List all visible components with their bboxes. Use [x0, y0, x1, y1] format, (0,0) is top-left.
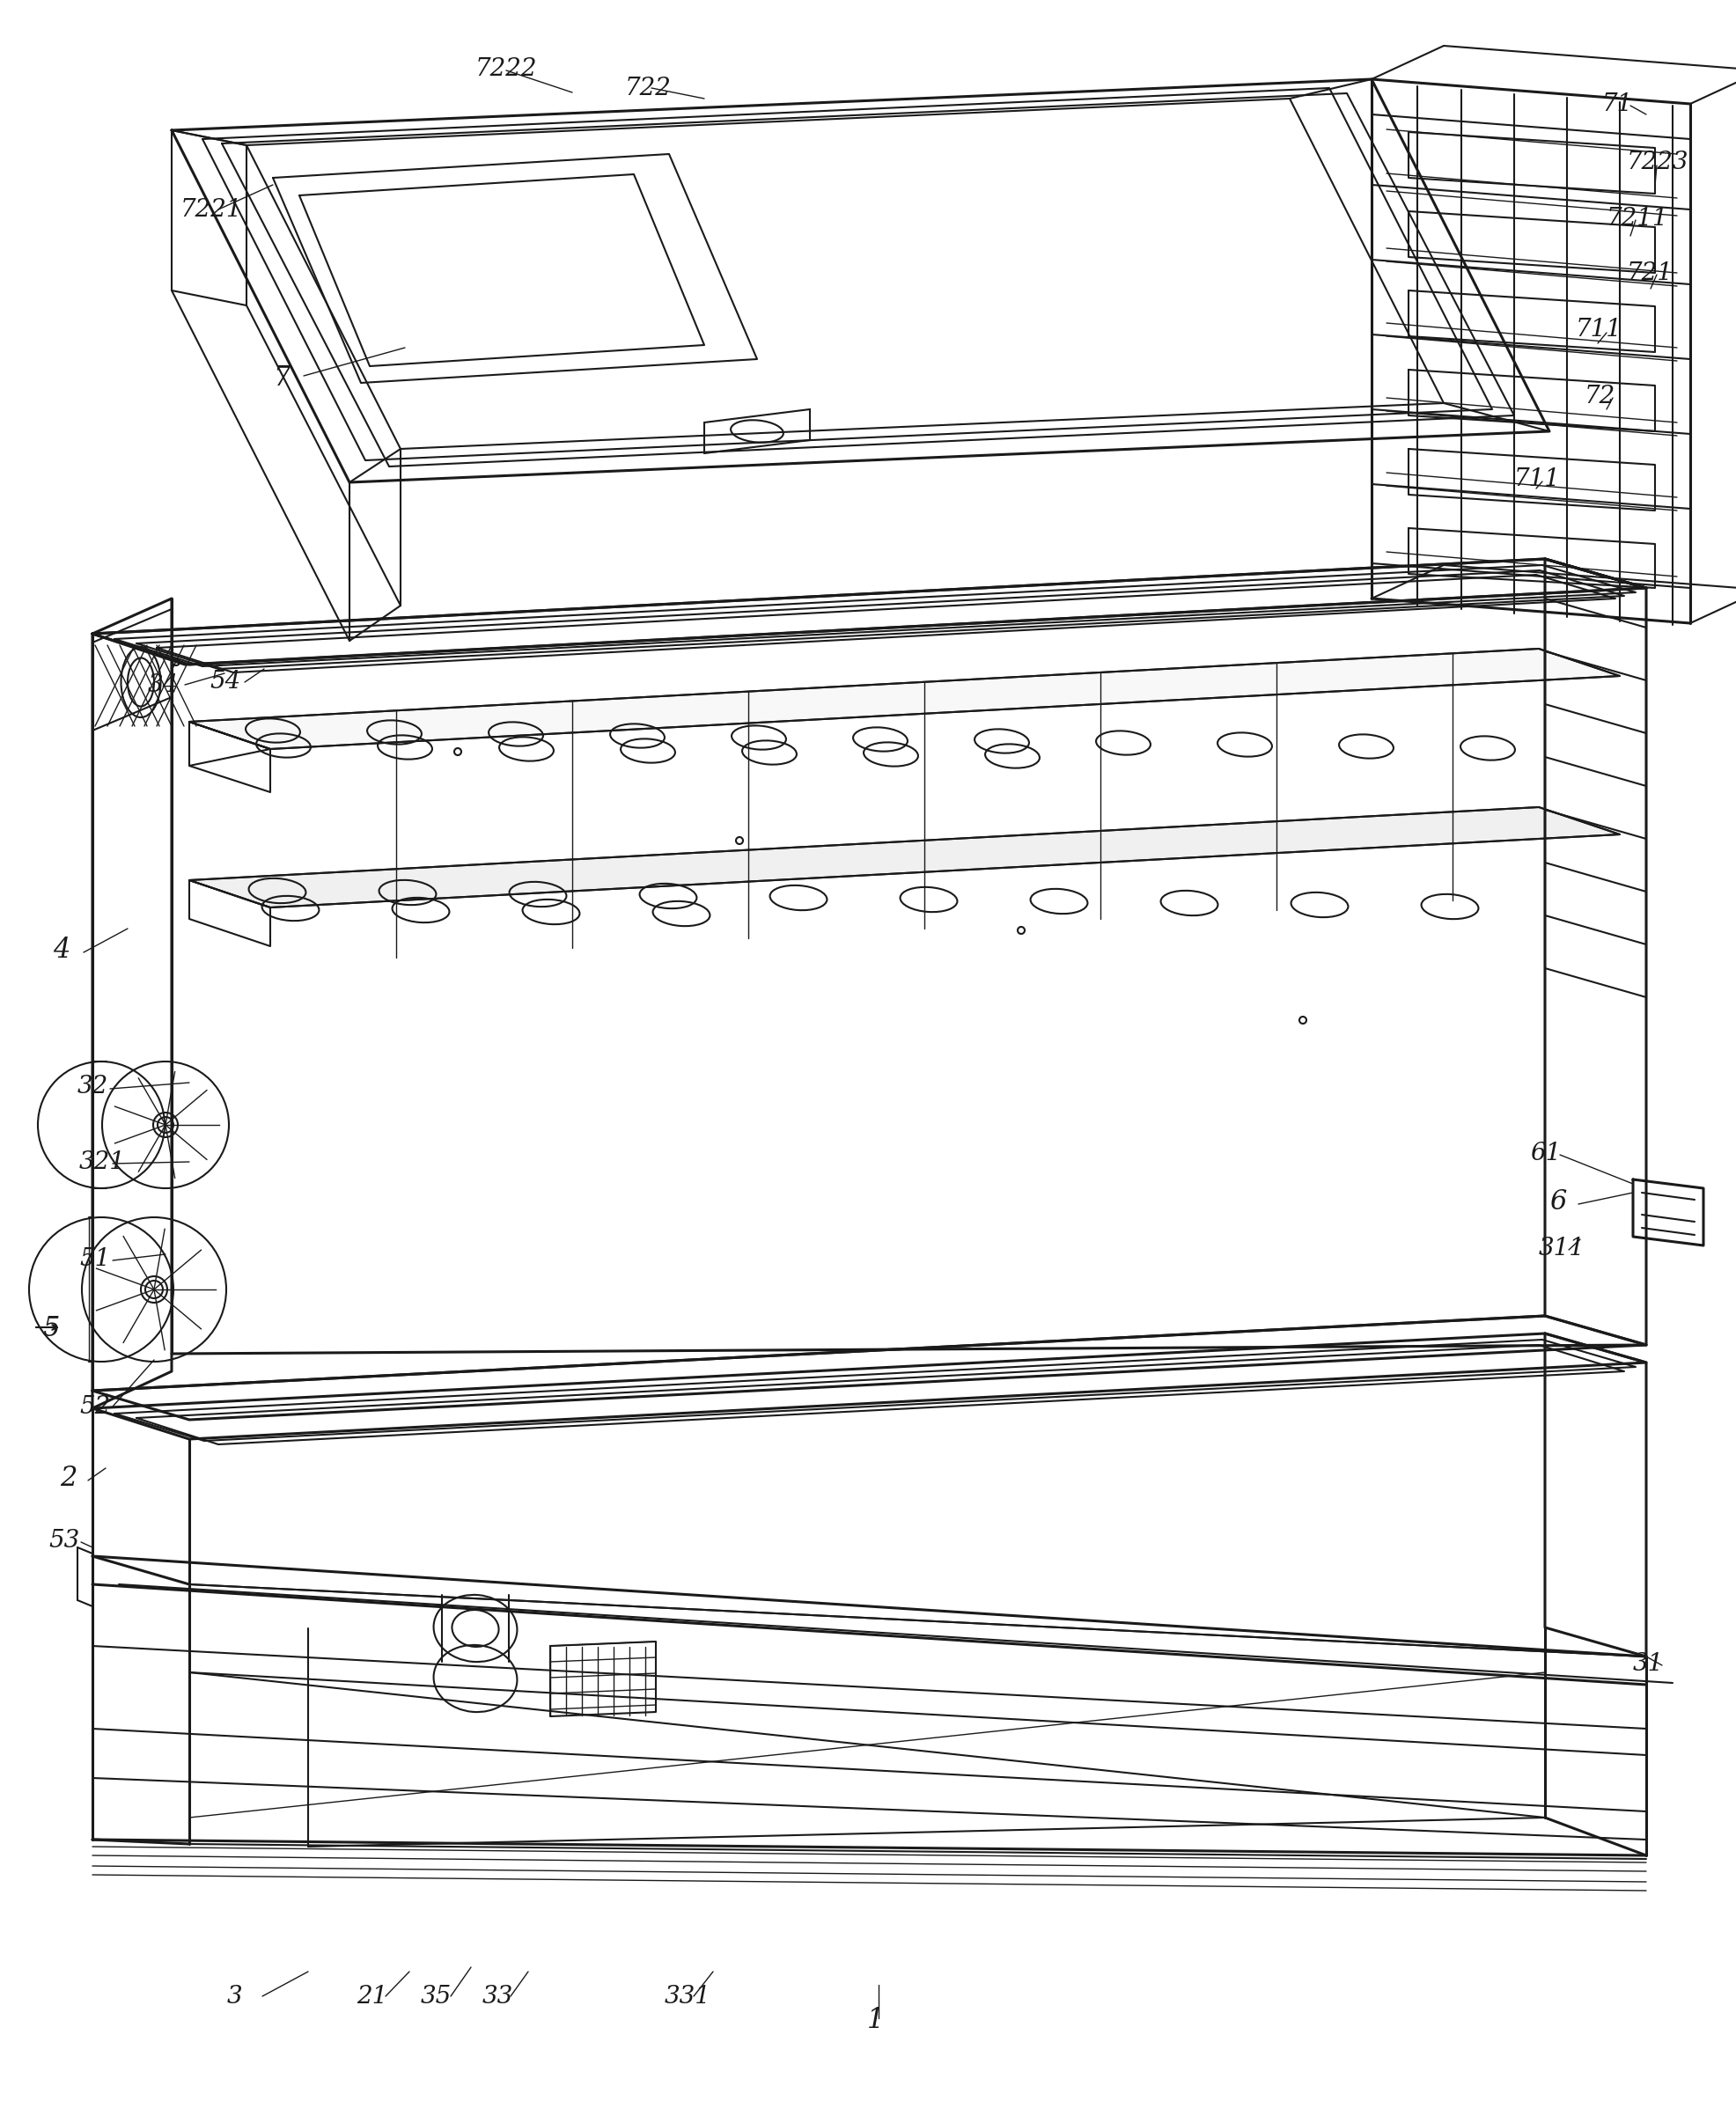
Text: 721: 721 [1627, 261, 1674, 286]
Text: 722: 722 [625, 76, 672, 101]
Text: 7222: 7222 [476, 57, 538, 80]
Text: 71: 71 [1602, 92, 1634, 116]
Polygon shape [189, 807, 1620, 908]
Text: 4: 4 [52, 937, 69, 964]
Text: 321: 321 [80, 1149, 125, 1174]
Text: 21: 21 [356, 1983, 387, 2009]
Text: 6: 6 [1549, 1187, 1566, 1214]
Text: 72: 72 [1585, 384, 1616, 408]
Text: 7: 7 [273, 366, 290, 393]
Text: 3: 3 [227, 1983, 243, 2009]
Text: 34: 34 [148, 672, 179, 698]
Text: 7223: 7223 [1627, 151, 1689, 174]
Text: 5: 5 [42, 1315, 59, 1343]
Text: 33: 33 [483, 1983, 514, 2009]
Text: 51: 51 [80, 1246, 111, 1271]
Text: 31: 31 [1634, 1651, 1665, 1674]
Text: 54: 54 [210, 670, 241, 693]
Text: 35: 35 [420, 1983, 451, 2009]
Text: 7221: 7221 [181, 197, 243, 221]
Text: 711: 711 [1514, 469, 1561, 492]
Text: 52: 52 [80, 1395, 111, 1418]
Text: 2: 2 [59, 1464, 76, 1492]
Text: 331: 331 [665, 1983, 712, 2009]
Text: 1: 1 [866, 2006, 884, 2034]
Text: 61: 61 [1529, 1141, 1561, 1164]
Text: 311: 311 [1538, 1235, 1585, 1261]
Text: 53: 53 [49, 1527, 80, 1553]
Polygon shape [189, 649, 1620, 750]
Text: 32: 32 [78, 1076, 108, 1099]
Text: 711: 711 [1576, 317, 1623, 342]
Text: 7211: 7211 [1606, 206, 1668, 231]
